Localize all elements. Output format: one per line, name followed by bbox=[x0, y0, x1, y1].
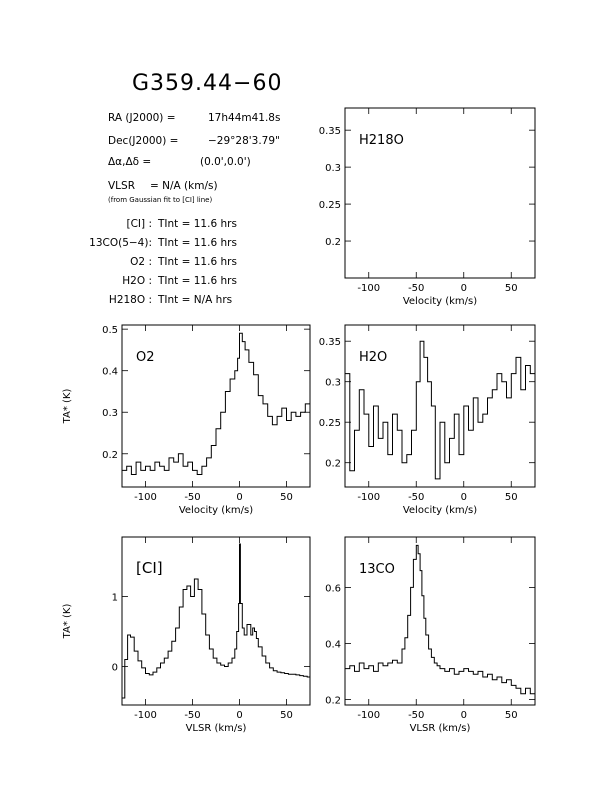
integration-line-label: H2O : bbox=[122, 275, 152, 287]
x-axis-label: VLSR (km/s) bbox=[410, 723, 471, 734]
x-tick-label: 0 bbox=[461, 492, 467, 503]
x-axis-label: Velocity (km/s) bbox=[403, 296, 477, 307]
y-tick-label: 0.3 bbox=[325, 163, 341, 174]
vlsr-label: VLSR bbox=[108, 180, 135, 192]
series-line-ci bbox=[122, 543, 311, 699]
y-tick-label: 0.2 bbox=[325, 237, 341, 248]
offset-value: (0.0',0.0') bbox=[200, 156, 251, 168]
x-tick-label: 0 bbox=[236, 492, 242, 503]
panel-h218o: -100 -50 0 50 0.2 0.25 0.3 0.35 H218O Velocity (k… bbox=[319, 107, 536, 307]
integration-line-label: [CI] : bbox=[126, 218, 153, 230]
panel-line-label: O2 bbox=[136, 350, 155, 365]
dec-value: −29°28'3.79" bbox=[208, 135, 280, 147]
plot-frame bbox=[121, 324, 311, 488]
y-tick-label: 1 bbox=[112, 593, 118, 604]
y-tick-label: 0.5 bbox=[102, 325, 118, 336]
y-tick-label: 0.3 bbox=[102, 408, 118, 419]
vlsr-value: = N/A (km/s) bbox=[150, 180, 218, 192]
integration-line-label: O2 : bbox=[130, 256, 152, 268]
x-tick-label: -50 bbox=[408, 283, 424, 294]
x-tick-label: 50 bbox=[505, 283, 518, 294]
x-axis-label: Velocity (km/s) bbox=[179, 505, 253, 516]
fit-note: (from Gaussian fit to [CI] line) bbox=[108, 196, 213, 204]
integration-time: TInt = 11.6 hrs bbox=[158, 237, 237, 249]
offset-label: Δα,Δδ = bbox=[108, 156, 152, 168]
series-line-o2 bbox=[122, 332, 311, 475]
x-axis-label: Velocity (km/s) bbox=[403, 505, 477, 516]
x-tick-label: -100 bbox=[357, 492, 380, 503]
y-tick-label: 0.2 bbox=[102, 450, 118, 461]
integration-line-label: 13CO(5−4): bbox=[89, 237, 152, 249]
integration-time: TInt = 11.6 hrs bbox=[158, 275, 237, 287]
x-tick-label: -50 bbox=[408, 492, 424, 503]
integration-time: TInt = 11.6 hrs bbox=[158, 256, 237, 268]
panel-co13: -100 -50 0 50 0.2 0.4 0.6 13CO VLSR (km/s) bbox=[325, 536, 536, 734]
plot-frame bbox=[344, 324, 536, 488]
series-line-h2o bbox=[345, 340, 536, 480]
plot-frame bbox=[344, 107, 536, 279]
y-axis-label: TA* (K) bbox=[62, 604, 73, 640]
y-tick-label: 0.2 bbox=[325, 459, 341, 470]
plot-frame bbox=[344, 536, 536, 706]
x-tick-label: 50 bbox=[280, 710, 293, 721]
y-tick-label: 0.25 bbox=[319, 418, 341, 429]
y-tick-label: 0.2 bbox=[325, 695, 341, 706]
x-tick-label: 0 bbox=[461, 283, 467, 294]
y-tick-label: 0 bbox=[112, 663, 118, 674]
y-tick-label: 0.35 bbox=[319, 337, 341, 348]
y-tick-label: 0.35 bbox=[319, 126, 341, 137]
series-line-co13 bbox=[345, 544, 536, 695]
y-tick-label: 0.25 bbox=[319, 200, 341, 211]
dec-label: Dec(J2000) = bbox=[108, 135, 179, 147]
figure-title: G359.44−60 bbox=[132, 71, 283, 96]
panel-line-label: H2O bbox=[359, 350, 387, 365]
ra-label: RA (J2000) = bbox=[108, 112, 176, 124]
y-tick-label: 0.4 bbox=[102, 367, 118, 378]
x-axis-label: VLSR (km/s) bbox=[186, 723, 247, 734]
panel-line-label: [CI] bbox=[136, 559, 163, 577]
panel-line-label: 13CO bbox=[359, 562, 395, 577]
y-axis-label: TA* (K) bbox=[62, 389, 73, 425]
x-tick-label: -50 bbox=[184, 710, 200, 721]
integration-time: TInt = N/A hrs bbox=[158, 294, 233, 306]
ra-value: 17h44m41.8s bbox=[208, 112, 281, 124]
y-tick-label: 0.4 bbox=[325, 639, 341, 650]
plot-frame bbox=[121, 536, 311, 706]
x-tick-label: -50 bbox=[408, 710, 424, 721]
integration-time: TInt = 11.6 hrs bbox=[158, 218, 237, 230]
x-tick-label: 50 bbox=[280, 492, 293, 503]
x-tick-label: 50 bbox=[505, 710, 518, 721]
panel-line-label: H218O bbox=[359, 133, 404, 148]
integration-line-label: H218O : bbox=[108, 294, 152, 306]
x-tick-label: 0 bbox=[461, 710, 467, 721]
x-tick-label: -100 bbox=[357, 283, 380, 294]
panel-ci: -100 -50 0 50 0 1 [CI] VLSR (km/s) TA* (K) bbox=[62, 536, 311, 734]
x-tick-label: 50 bbox=[505, 492, 518, 503]
x-tick-label: -100 bbox=[134, 710, 157, 721]
panel-o2: -100 -50 0 50 0.2 0.3 0.4 0.5 O2 Velocity (km/s) T… bbox=[62, 324, 311, 516]
x-tick-label: -100 bbox=[134, 492, 157, 503]
x-tick-label: -50 bbox=[184, 492, 200, 503]
y-tick-label: 0.6 bbox=[325, 583, 341, 594]
x-tick-label: -100 bbox=[357, 710, 380, 721]
y-tick-label: 0.3 bbox=[325, 378, 341, 389]
panel-h2o: -100 -50 0 50 0.2 0.25 0.3 0.35 H2O Velocity (km/… bbox=[319, 324, 536, 516]
x-tick-label: 0 bbox=[236, 710, 242, 721]
